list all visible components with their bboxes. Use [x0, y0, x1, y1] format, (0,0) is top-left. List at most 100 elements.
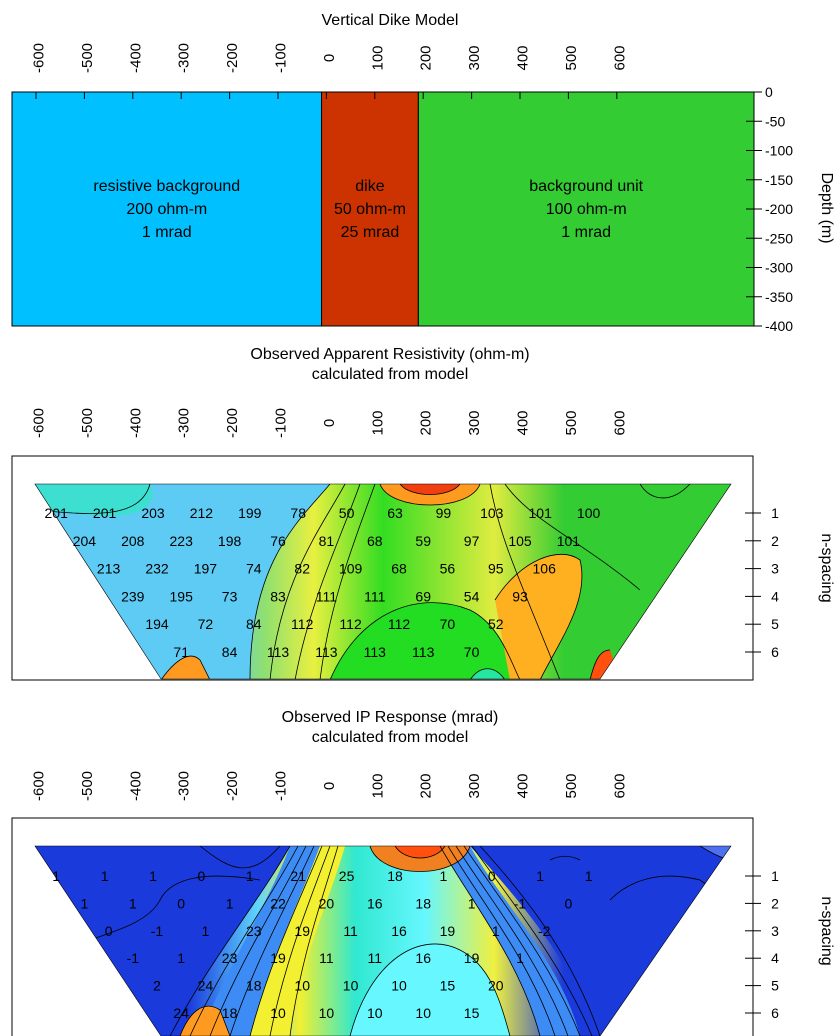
resistivity-value-label: 72 — [198, 616, 214, 632]
ip-value-label: 18 — [222, 1005, 238, 1021]
ip-value-label: 15 — [464, 1005, 480, 1021]
resistivity-n-tick-label: 2 — [771, 533, 779, 549]
resistivity-value-label: 103 — [480, 505, 504, 521]
resistivity-title: Observed Apparent Resistivity (ohm-m) — [250, 346, 529, 363]
ip-value-label: 1 — [440, 868, 448, 884]
ip-value-label: 1 — [492, 923, 500, 939]
model-depth-axis: 0 -50 -100 -150 -200 -250 -300 -350 -400 — [746, 84, 793, 334]
model-x-tick-label: 100 — [369, 45, 386, 70]
ip-value-label: 0 — [565, 895, 573, 911]
resistivity-value-label: 70 — [464, 644, 480, 660]
ip-value-label: 10 — [343, 978, 359, 994]
ip-value-labels: 1 1 1 0 1 21 25 18 1 0 1 11 1 0 1 22 20 16 18 1 -1 00 -1 1 23 19 1… — [52, 868, 592, 1021]
ip-value-label: 0 — [488, 868, 496, 884]
resistivity-value-label: 97 — [464, 533, 480, 549]
model-unit-1 — [321, 91, 419, 327]
resistivity-value-label: 69 — [415, 588, 431, 604]
model-depth-tick-label: -350 — [765, 289, 793, 305]
resistivity-value-labels: 201 201 203 212 199 78 50 63 99 103 101 100 204 208 22… — [45, 505, 601, 660]
ip-value-label: 10 — [270, 1005, 286, 1021]
model-x-tick-label: -200 — [224, 43, 241, 73]
model-unit-name: dike — [355, 178, 384, 195]
resistivity-value-label: 54 — [464, 588, 480, 604]
model-x-tick-label: -600 — [31, 43, 48, 73]
model-unit-resistivity: 200 ohm-m — [126, 201, 207, 218]
model-top-axis: -600 -500 -400 -300 -200 -100 0 100 200 300 400 500… — [31, 43, 628, 100]
resistivity-value-label: 112 — [388, 616, 411, 632]
ip-x-tick-label: -200 — [224, 771, 241, 801]
ip-x-tick-label: -300 — [176, 771, 193, 801]
ip-value-label: -1 — [151, 923, 164, 939]
resistivity-value-label: 101 — [529, 505, 553, 521]
ip-value-label: 25 — [339, 868, 355, 884]
ip-n-axis: 1 2 3 4 5 6 — [745, 868, 779, 1021]
model-x-tick-label: -100 — [273, 43, 290, 73]
resistivity-value-label: 113 — [267, 644, 290, 660]
resistivity-value-label: 74 — [246, 561, 262, 577]
model-depth-label: Depth (m) — [818, 172, 835, 243]
ip-value-label: -2 — [538, 923, 551, 939]
ip-value-label: 23 — [222, 950, 238, 966]
ip-value-label: 15 — [440, 978, 456, 994]
ip-n-tick-label: 5 — [771, 978, 779, 994]
ip-value-label: 18 — [415, 895, 431, 911]
ip-value-label: 10 — [294, 978, 310, 994]
resistivity-n-axis: 1 2 3 4 5 6 — [745, 505, 779, 660]
ip-title: Observed IP Response (mrad) — [282, 709, 499, 726]
ip-value-label: 18 — [387, 868, 403, 884]
model-x-tick-label: 200 — [418, 45, 435, 70]
ip-value-label: 1 — [226, 895, 234, 911]
resistivity-x-tick-label: -600 — [31, 408, 48, 438]
ip-data-outline — [34, 845, 732, 1036]
ip-value-label: 0 — [198, 868, 206, 884]
resistivity-value-label: 198 — [218, 533, 242, 549]
resistivity-x-tick-label: 0 — [321, 419, 338, 427]
model-units: resistive background 200 ohm-m 1 mrad dike 5… — [11, 91, 755, 327]
ip-value-label: -1 — [514, 895, 527, 911]
ip-value-label: 11 — [343, 923, 358, 939]
ip-value-label: 1 — [101, 868, 109, 884]
ip-x-tick-label: -100 — [273, 771, 290, 801]
resistivity-value-label: 81 — [319, 533, 335, 549]
resistivity-value-label: 111 — [364, 588, 385, 604]
resistivity-x-tick-label: -200 — [224, 408, 241, 438]
model-unit-resistivity: 50 ohm-m — [334, 201, 406, 218]
resistivity-value-label: 109 — [339, 561, 363, 577]
resistivity-x-tick-label: 300 — [466, 410, 483, 435]
resistivity-value-label: 105 — [508, 533, 532, 549]
model-unit-0 — [11, 91, 323, 327]
resistivity-value-label: 232 — [145, 561, 169, 577]
model-depth-tick-label: -200 — [765, 201, 793, 217]
resistivity-value-label: 52 — [488, 616, 504, 632]
ip-n-tick-label: 2 — [771, 895, 779, 911]
resistivity-value-label: 111 — [316, 588, 337, 604]
ip-value-label: 10 — [415, 1005, 431, 1021]
resistivity-x-tick-label: 600 — [611, 410, 628, 435]
ip-value-label: 18 — [246, 978, 262, 994]
resistivity-value-label: 195 — [170, 588, 194, 604]
ip-x-tick-label: 0 — [321, 782, 338, 790]
resistivity-value-label: 73 — [222, 588, 238, 604]
ip-x-tick-label: 400 — [515, 773, 532, 798]
model-depth-tick-label: -100 — [765, 143, 793, 159]
resistivity-contour-lines — [35, 484, 691, 679]
model-x-tick-label: 300 — [466, 45, 483, 70]
resistivity-value-label: 201 — [45, 505, 69, 521]
ip-value-label: 19 — [270, 950, 286, 966]
resistivity-value-label: 113 — [364, 644, 387, 660]
model-x-tick-label: 600 — [611, 45, 628, 70]
ip-frame — [11, 817, 754, 1036]
resistivity-value-label: 70 — [440, 616, 456, 632]
ip-value-label: 1 — [149, 868, 157, 884]
model-unit-ip: 1 mrad — [142, 224, 192, 241]
resistivity-value-label: 82 — [294, 561, 310, 577]
ip-n-label: n-spacing — [818, 896, 835, 965]
ip-n-tick-label: 1 — [771, 868, 779, 884]
ip-value-label: 1 — [516, 950, 524, 966]
resistivity-x-tick-label: -400 — [127, 408, 144, 438]
ip-value-label: 1 — [468, 895, 476, 911]
ip-value-label: 0 — [105, 923, 113, 939]
ip-x-tick-label: -400 — [127, 771, 144, 801]
resistivity-value-label: 63 — [387, 505, 403, 521]
ip-n-tick-label: 6 — [771, 1005, 779, 1021]
